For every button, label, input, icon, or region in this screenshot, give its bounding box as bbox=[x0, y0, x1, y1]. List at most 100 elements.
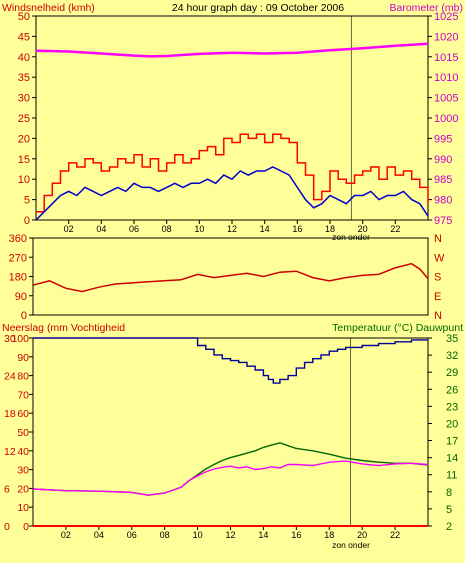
temperature-tick-label: 35 bbox=[446, 333, 458, 345]
wind-tick-label: 50 bbox=[18, 11, 30, 23]
hour-tick-label: 22 bbox=[390, 530, 400, 540]
humidity-tick-label: 80 bbox=[17, 371, 29, 383]
hour-tick-label: 10 bbox=[194, 224, 204, 234]
hour-tick-label: 08 bbox=[162, 224, 172, 234]
direction-tick-label: 0 bbox=[21, 310, 27, 322]
compass-label: E bbox=[434, 291, 441, 303]
barometer-tick-label: 980 bbox=[434, 195, 452, 207]
wind-tick-label: 35 bbox=[18, 72, 30, 84]
barometer-axis-title: Barometer (mb) bbox=[389, 2, 463, 14]
compass-label: S bbox=[434, 272, 441, 284]
barometer-tick-label: 990 bbox=[434, 154, 452, 166]
wind-tick-label: 30 bbox=[18, 93, 30, 105]
hour-tick-label: 12 bbox=[227, 224, 237, 234]
hour-tick-label: 14 bbox=[260, 224, 270, 234]
hour-tick-label: 18 bbox=[324, 530, 334, 540]
temperature-tick-label: 11 bbox=[446, 470, 457, 482]
rain-tick-label: 12 bbox=[4, 446, 16, 458]
humidity-tick-label: 100 bbox=[11, 333, 29, 345]
temperature-plot-frame bbox=[32, 337, 429, 527]
barometer-tick-label: 1010 bbox=[434, 72, 458, 84]
wind-tick-label: 25 bbox=[18, 113, 30, 125]
hour-tick-label: 18 bbox=[325, 224, 335, 234]
rain-humidity-axis-title: Neerslag (mm Vochtigheid bbox=[2, 322, 125, 334]
temperature-tick-label: 32 bbox=[446, 350, 458, 362]
hour-tick-label: 02 bbox=[61, 530, 71, 540]
direction-tick-label: 360 bbox=[9, 233, 27, 245]
humidity-tick-label: 30 bbox=[17, 465, 29, 477]
temperature-tick-label: 14 bbox=[446, 453, 458, 465]
temperature-series-line bbox=[32, 442, 429, 496]
wind-tick-label: 15 bbox=[18, 154, 30, 166]
rain-tick-label: 24 bbox=[4, 371, 16, 383]
hour-tick-label: 20 bbox=[357, 530, 367, 540]
humidity-tick-label: 90 bbox=[17, 352, 29, 364]
barometer-tick-label: 1025 bbox=[434, 11, 458, 23]
barometer-series-line bbox=[35, 42, 429, 58]
wind-tick-label: 10 bbox=[18, 174, 30, 186]
barometer-tick-label: 1000 bbox=[434, 113, 458, 125]
hour-tick-label: 04 bbox=[94, 530, 104, 540]
wind-tick-label: 5 bbox=[24, 195, 30, 207]
humidity-tick-label: 50 bbox=[17, 427, 29, 439]
barometer-tick-label: 1020 bbox=[434, 31, 458, 43]
temperature-tick-label: 20 bbox=[446, 418, 458, 430]
hour-tick-label: 04 bbox=[96, 224, 106, 234]
direction-tick-label: 90 bbox=[15, 291, 27, 303]
temperature-tick-label: 17 bbox=[446, 436, 458, 448]
avg-series-line bbox=[35, 166, 429, 221]
hour-tick-label: 22 bbox=[390, 224, 400, 234]
compass-label: W bbox=[434, 252, 445, 264]
barometer-tick-label: 995 bbox=[434, 133, 452, 145]
barometer-tick-label: 985 bbox=[434, 174, 452, 186]
chart-title: 24 hour graph day : 09 October 2006 bbox=[172, 2, 344, 14]
rain-tick-label: 6 bbox=[4, 483, 10, 495]
hour-tick-label: 10 bbox=[193, 530, 203, 540]
gust-series-line bbox=[36, 133, 429, 213]
temperature-tick-label: 5 bbox=[446, 504, 452, 516]
wind-tick-label: 45 bbox=[18, 31, 30, 43]
dewpoint-series-line bbox=[32, 460, 429, 496]
humidity-tick-label: 0 bbox=[23, 521, 29, 533]
temperature-tick-label: 2 bbox=[446, 521, 452, 533]
humidity-tick-label: 40 bbox=[17, 446, 29, 458]
humidity-tick-label: 20 bbox=[17, 483, 29, 495]
humidity-tick-label: 10 bbox=[17, 502, 29, 514]
hour-tick-label: 16 bbox=[292, 224, 302, 234]
humidity-tick-label: 70 bbox=[17, 389, 29, 401]
humidity-series-line bbox=[33, 337, 428, 384]
hour-tick-label: 02 bbox=[64, 224, 74, 234]
direction-series-line bbox=[32, 262, 429, 293]
compass-label: N bbox=[434, 233, 442, 245]
hour-tick-label: 12 bbox=[225, 530, 235, 540]
direction-tick-label: 180 bbox=[9, 272, 27, 284]
rain-tick-label: 30 bbox=[4, 333, 16, 345]
hour-tick-label: 06 bbox=[129, 224, 139, 234]
hour-tick-label: 20 bbox=[358, 224, 368, 234]
temperature-tick-label: 26 bbox=[446, 384, 458, 396]
rain-tick-label: 0 bbox=[4, 521, 10, 533]
direction-plot-frame bbox=[32, 237, 429, 316]
humidity-tick-label: 60 bbox=[17, 408, 29, 420]
barometer-tick-label: 975 bbox=[434, 215, 452, 227]
wind-tick-label: 20 bbox=[18, 133, 30, 145]
barometer-tick-label: 1005 bbox=[434, 93, 458, 105]
compass-label: N bbox=[434, 310, 442, 322]
hour-tick-label: 14 bbox=[258, 530, 268, 540]
wind-axis-title: Windsnelheid (kmh) bbox=[2, 2, 95, 14]
direction-tick-label: 270 bbox=[9, 252, 27, 264]
hour-tick-label: 16 bbox=[291, 530, 301, 540]
temperature-tick-label: 29 bbox=[446, 367, 458, 379]
temperature-dewpoint-axis-title: Temperatuur (°C) Dauwpunt bbox=[332, 322, 463, 334]
rain-tick-label: 18 bbox=[4, 408, 16, 420]
wind-tick-label: 0 bbox=[24, 215, 30, 227]
hour-tick-label: 06 bbox=[127, 530, 137, 540]
barometer-tick-label: 1015 bbox=[434, 52, 458, 64]
wind-tick-label: 40 bbox=[18, 52, 30, 64]
sunset-label-bottom: zon onder bbox=[332, 540, 370, 550]
temperature-tick-label: 8 bbox=[446, 487, 452, 499]
temperature-tick-label: 23 bbox=[446, 401, 458, 413]
hour-tick-label: 08 bbox=[160, 530, 170, 540]
